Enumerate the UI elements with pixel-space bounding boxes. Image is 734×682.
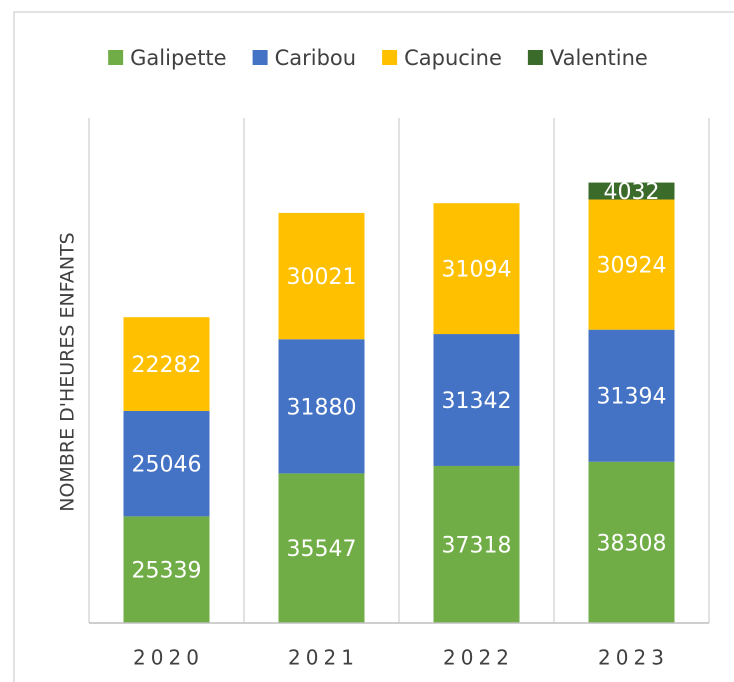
value-label: 31394: [597, 385, 667, 410]
legend-swatch: [527, 50, 543, 65]
bar-segment: [278, 473, 365, 623]
bar-segment: [588, 461, 675, 623]
value-label: 22282: [132, 353, 202, 378]
value-label: 31094: [442, 258, 512, 283]
legend-swatch: [108, 50, 124, 65]
bar-segment: [588, 182, 675, 200]
chart-border: [13, 11, 734, 682]
bar-segment: [433, 334, 520, 466]
bar-segment: [123, 317, 210, 411]
x-tick-label: 2022: [443, 646, 514, 670]
legend-swatch: [252, 50, 268, 65]
value-label: 25339: [132, 559, 202, 584]
bar-segment: [123, 410, 210, 517]
legend-swatch: [382, 50, 398, 65]
x-tick-label: 2020: [133, 646, 204, 670]
value-label: 4032: [604, 180, 660, 205]
bar-segment: [278, 212, 365, 340]
value-label: 25046: [132, 453, 202, 478]
value-label: 35547: [287, 537, 357, 562]
value-label: 38308: [597, 531, 667, 556]
x-tick-label: 2021: [288, 646, 359, 670]
bar-segment: [588, 199, 675, 330]
value-label: 30924: [597, 254, 667, 279]
y-axis-label: NOMBRE D'HEURES ENFANTS: [57, 232, 79, 511]
value-label: 31342: [442, 389, 512, 414]
bar-segment: [433, 203, 520, 335]
bar-segment: [433, 465, 520, 623]
legend-label: Galipette: [130, 46, 226, 70]
value-label: 31880: [287, 395, 357, 420]
legend-label: Valentine: [550, 46, 648, 70]
bar-segment: [278, 339, 365, 474]
bar-segment: [123, 516, 210, 623]
x-tick-label: 2023: [598, 646, 669, 670]
value-label: 37318: [442, 533, 512, 558]
value-label: 30021: [287, 265, 357, 290]
bar-segment: [588, 329, 675, 462]
legend-label: Capucine: [404, 46, 502, 70]
legend-label: Caribou: [275, 46, 357, 70]
